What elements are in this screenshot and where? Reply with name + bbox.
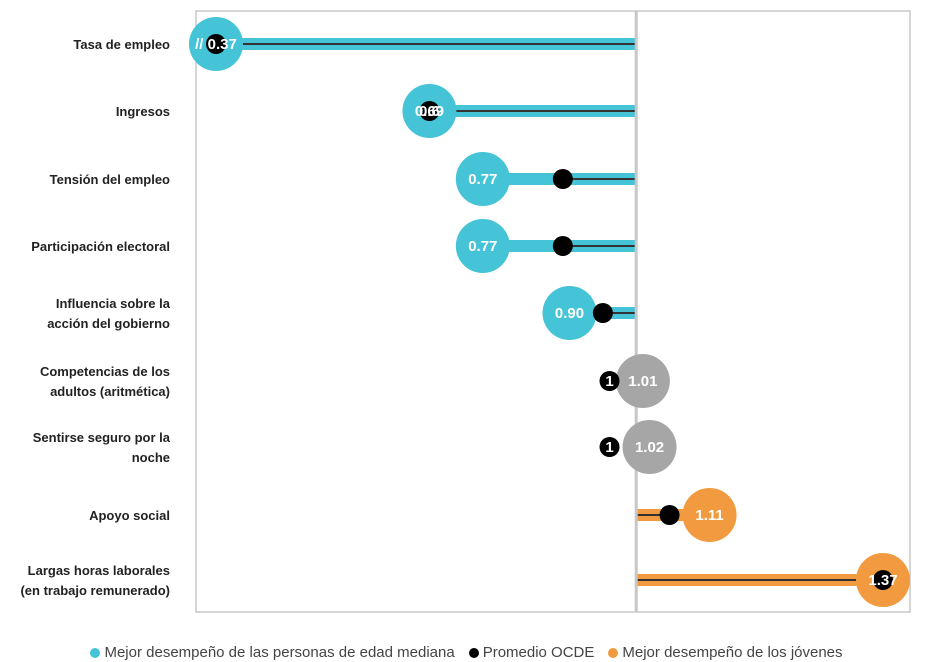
legend-label-ocde: Promedio OCDE	[482, 644, 595, 661]
legend-dot-ocde	[468, 647, 479, 658]
category-label: Tensión del empleo	[50, 172, 170, 187]
ocde-marker	[419, 101, 440, 121]
value-label: 0.77	[468, 171, 497, 188]
ocde-marker	[552, 169, 573, 189]
ocde-marker	[599, 437, 620, 457]
value-label: // 0.37	[195, 36, 237, 53]
value-label: 1.01	[628, 373, 657, 390]
value-bubble	[682, 488, 737, 542]
ocde-label: 1	[605, 439, 613, 456]
ocde-marker	[592, 303, 613, 323]
ocde-label: 1	[605, 373, 613, 390]
ocde-marker	[659, 505, 680, 525]
category-label: Sentirse seguro por la	[33, 430, 171, 445]
legend-dot-older	[90, 647, 101, 658]
category-label: adultos (aritmética)	[50, 384, 170, 399]
legend-item-ocde: Promedio OCDE	[468, 644, 595, 661]
ocde-label: 0.6	[419, 103, 440, 120]
value-bubble	[622, 420, 677, 474]
value-bubble	[615, 354, 670, 408]
category-label: acción del gobierno	[47, 316, 170, 331]
legend-label-younger: Mejor desempeño de los jóvenes	[622, 644, 843, 661]
legend-dot-younger	[608, 647, 619, 658]
legend: Mejor desempeño de las personas de edad …	[0, 644, 933, 661]
category-label: Participación electoral	[31, 239, 170, 254]
value-label: 0.90	[555, 305, 584, 322]
value-label: 1.02	[635, 439, 664, 456]
category-labels: Tasa de empleo Ingresos Tensión del empleo…	[20, 37, 170, 598]
category-label: Apoyo social	[89, 508, 170, 523]
legend-item-older: Mejor desempeño de las personas de edad …	[90, 644, 455, 661]
ocde-marker	[552, 236, 573, 256]
ocde-marker	[206, 34, 226, 54]
value-label: 0.77	[468, 238, 497, 255]
category-label: Tasa de empleo	[73, 37, 170, 52]
ocde-marker	[599, 371, 620, 391]
value-bubble	[455, 219, 510, 273]
plot-frame	[195, 10, 911, 613]
value-bubble	[455, 152, 510, 206]
category-label: noche	[132, 450, 170, 465]
value-label: 1.11	[695, 507, 723, 524]
value-label: 1.37	[868, 572, 897, 589]
value-label: 0.69	[415, 103, 444, 120]
legend-label-older: Mejor desempeño de las personas de edad …	[104, 644, 455, 661]
category-label: (en trabajo remunerado)	[20, 583, 170, 598]
category-label: Competencias de los	[40, 364, 170, 379]
category-label: Influencia sobre la	[56, 296, 171, 311]
ocde-marker	[873, 570, 893, 590]
category-label: Largas horas laborales	[28, 563, 170, 578]
legend-item-younger: Mejor desempeño de los jóvenes	[608, 644, 843, 661]
category-label: Ingresos	[116, 104, 170, 119]
value-bubble	[542, 286, 597, 340]
markers: // 0.37 0.60.69 0.77 0.77 0.90 1 1.01 1 1.02 1.11…	[189, 17, 910, 607]
